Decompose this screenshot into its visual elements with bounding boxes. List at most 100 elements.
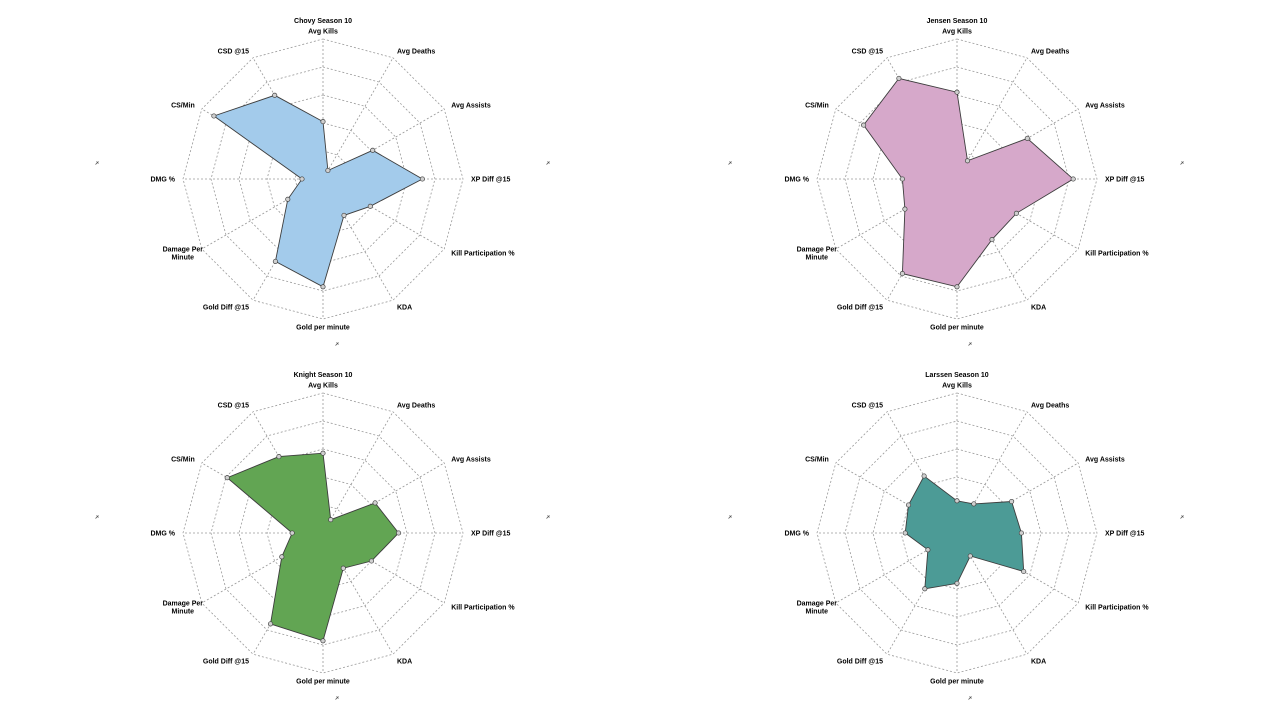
axis-label-kill-participation: Kill Participation % — [1085, 605, 1149, 612]
data-point-gold-per-minute — [320, 284, 326, 290]
data-point-xp-diff-15 — [396, 530, 402, 536]
grid-spoke — [956, 532, 1028, 655]
axis-label-dmg: DMG % — [785, 177, 810, 184]
data-point-dmg — [299, 176, 305, 182]
axis-label-xp-diff-15: XP Diff @15 — [471, 177, 510, 184]
axis-label-gold-diff-15: Gold Diff @15 — [203, 659, 249, 666]
grid-spoke — [835, 462, 958, 534]
radar-chart-jensen-season-10: Jensen Season 10 Avg Kills Avg Deaths Avg A… — [785, 18, 1150, 332]
data-point-avg-assists — [1024, 135, 1030, 141]
marker-glyph — [1180, 161, 1184, 165]
marker-glyph — [95, 161, 99, 165]
grid-ring — [182, 392, 464, 674]
grid-spoke — [322, 178, 394, 301]
data-point-xp-diff-15 — [419, 176, 425, 182]
grid-spoke — [956, 411, 1028, 534]
data-point-kill-participation — [367, 203, 373, 209]
grid-ring — [816, 392, 1098, 674]
axis-label-gold-diff-15: Gold Diff @15 — [837, 659, 883, 666]
data-point-avg-deaths — [325, 167, 331, 174]
grid-spoke — [322, 108, 445, 180]
marker-glyph — [728, 515, 732, 519]
grid-ring — [182, 38, 464, 320]
data-point-avg-kills — [954, 89, 960, 95]
data-point-avg-kills — [320, 450, 326, 456]
data-point-kda — [967, 553, 973, 559]
axis-label-avg-kills: Avg Kills — [308, 383, 338, 390]
grid-spoke — [886, 411, 958, 534]
data-point-kill-participation — [368, 558, 375, 564]
data-point-xp-diff-15 — [1018, 530, 1024, 536]
data-point-cs-min — [905, 502, 912, 508]
marker-glyph — [968, 696, 972, 700]
axis-label-gold-per-minute: Gold per minute — [930, 679, 984, 686]
grid-spoke — [201, 532, 324, 604]
axis-label-csd-15: CSD @15 — [852, 402, 883, 409]
data-point-damage-per-minute — [902, 206, 908, 212]
data-point-dmg — [289, 530, 295, 536]
grid-spoke — [322, 57, 394, 180]
axis-label-kda: KDA — [397, 305, 412, 312]
data-polygon — [904, 475, 1025, 590]
data-point-dmg — [902, 530, 908, 536]
axis-label-kda: KDA — [1031, 659, 1046, 666]
data-point-kill-participation — [1013, 210, 1019, 216]
grid-spoke — [835, 532, 958, 604]
axis-label-avg-deaths: Avg Deaths — [1031, 402, 1069, 409]
axis-label-xp-diff-15: XP Diff @15 — [1105, 177, 1144, 184]
marker-glyph — [546, 161, 550, 165]
axis-label-avg-kills: Avg Kills — [942, 29, 972, 36]
radar-chart-knight-season-10: Knight Season 10 Avg Kills Avg Deaths Avg A… — [151, 372, 516, 686]
axis-label-damage-per-minute: Damage Per Minute — [163, 247, 204, 262]
data-point-kda — [989, 237, 995, 243]
axis-label-csd-15: CSD @15 — [218, 402, 249, 409]
data-point-csd-15 — [272, 92, 278, 98]
axis-label-dmg: DMG % — [151, 531, 176, 538]
marker-glyph — [95, 515, 99, 519]
data-point-gold-diff-15 — [922, 586, 928, 592]
data-point-avg-kills — [320, 119, 326, 125]
axis-label-kda: KDA — [397, 659, 412, 666]
grid-spoke — [322, 178, 445, 250]
marker-glyph — [728, 161, 732, 165]
data-point-gold-per-minute — [954, 284, 960, 290]
axis-label-avg-assists: Avg Assists — [1085, 457, 1125, 464]
data-point-kda — [340, 565, 346, 571]
axis-label-kill-participation: Kill Participation % — [451, 251, 515, 258]
axis-label-gold-per-minute: Gold per minute — [296, 325, 350, 332]
grid-spoke — [956, 57, 1028, 180]
grid-ring — [816, 38, 1098, 320]
axis-label-cs-min: CS/Min — [171, 103, 195, 110]
axis-label-avg-deaths: Avg Deaths — [397, 48, 435, 55]
data-point-damage-per-minute — [285, 196, 291, 202]
data-point-damage-per-minute — [279, 554, 285, 560]
data-point-csd-15 — [276, 454, 282, 460]
axis-label-avg-kills: Avg Kills — [942, 383, 972, 390]
axis-label-cs-min: CS/Min — [171, 457, 195, 464]
data-point-avg-deaths — [964, 158, 971, 164]
data-polygon — [226, 452, 400, 642]
data-point-avg-deaths — [328, 517, 334, 523]
chart-title: Chovy Season 10 — [294, 18, 352, 25]
axis-label-kill-participation: Kill Participation % — [451, 605, 515, 612]
axis-label-gold-per-minute: Gold per minute — [296, 679, 350, 686]
axis-label-kill-participation: Kill Participation % — [1085, 251, 1149, 258]
axis-label-dmg: DMG % — [785, 531, 810, 538]
axis-label-damage-per-minute: Damage Per Minute — [163, 601, 204, 616]
data-point-avg-assists — [372, 500, 378, 506]
data-point-cs-min — [861, 122, 867, 128]
data-point-avg-deaths — [971, 501, 977, 507]
data-point-dmg — [899, 176, 905, 182]
data-point-gold-per-minute — [320, 638, 326, 644]
chart-title: Larssen Season 10 — [925, 372, 989, 379]
grid-spoke — [835, 178, 958, 250]
data-point-cs-min — [211, 113, 217, 119]
data-point-gold-diff-15 — [899, 271, 905, 277]
data-polygon — [212, 94, 424, 288]
axis-label-csd-15: CSD @15 — [218, 48, 249, 55]
grid-spoke — [322, 532, 445, 604]
grid-spoke — [886, 532, 958, 655]
axis-label-damage-per-minute: Damage Per Minute — [797, 247, 838, 262]
axis-label-kda: KDA — [1031, 305, 1046, 312]
